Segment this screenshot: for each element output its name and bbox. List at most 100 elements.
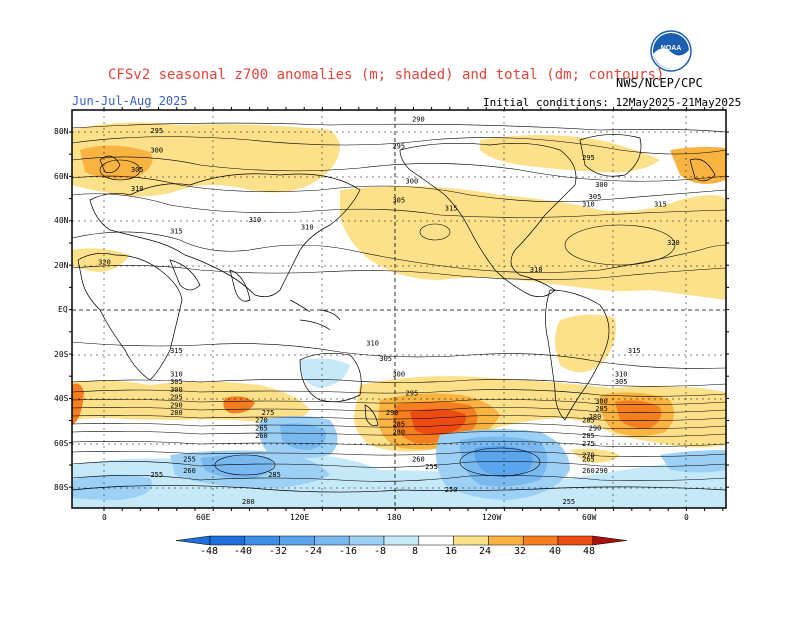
- colorbar-swatch: [522, 535, 559, 546]
- initial-conditions-label: Initial conditions: 12May2025-21May2025: [483, 96, 742, 109]
- contour-label: 305: [379, 355, 392, 363]
- lat-label-80n: 80N: [54, 127, 69, 136]
- contour-label: 280: [589, 413, 602, 421]
- lon-label-0-east: 0: [684, 513, 689, 522]
- lat-label-40s: 40S: [54, 394, 69, 403]
- contour-label: 295: [406, 390, 419, 398]
- contour-label: 300: [595, 397, 608, 405]
- contour-label: 285: [392, 421, 405, 429]
- contour-label: 280: [392, 428, 405, 436]
- contour-label: 275: [582, 440, 595, 448]
- contour-label: 255: [425, 463, 438, 471]
- contour-label: 310: [170, 370, 183, 378]
- colorbar-swatch: [488, 535, 524, 546]
- contour-label: 290: [412, 116, 425, 124]
- colorbar-label: 16: [445, 546, 458, 557]
- contour-label: 295: [582, 154, 595, 162]
- colorbar-label: -32: [269, 546, 288, 557]
- contour-label: 300: [170, 386, 183, 394]
- contour-label: 280: [170, 409, 183, 417]
- contour-label: 295: [150, 127, 163, 135]
- contour-label: 305: [615, 378, 628, 386]
- lon-label-60e: 60E: [196, 513, 211, 522]
- contour-label: 290: [595, 467, 608, 475]
- contour-label: 318: [530, 266, 543, 274]
- contour-label: 315: [654, 201, 667, 209]
- contour-label: 250: [445, 486, 458, 494]
- colorbar: [175, 535, 627, 546]
- contour-labels: 2902953003053103153203103102953003053153…: [98, 116, 680, 506]
- contour-label: 305: [131, 166, 144, 174]
- contour-label: 285: [595, 405, 608, 413]
- contour-label: 255: [183, 455, 196, 463]
- colorbar-swatch: [348, 535, 385, 546]
- colorbar-swatch: [279, 535, 315, 546]
- contour-label: 315: [445, 204, 458, 212]
- noaa-logo-icon: NOAA: [650, 30, 692, 72]
- colorbar-label: 32: [514, 546, 527, 557]
- lat-label-60s: 60S: [54, 439, 69, 448]
- contour-label: 310: [131, 185, 144, 193]
- colorbar-swatch: [244, 535, 280, 546]
- colorbar-arrow-right: [592, 535, 627, 546]
- lon-label-60w: 60W: [582, 513, 597, 522]
- contour-label: 255: [150, 471, 163, 479]
- lon-label-120w: 120W: [482, 513, 502, 522]
- colorbar-swatch: [453, 535, 489, 546]
- contour-label: 295: [170, 394, 183, 402]
- colorbar-label: 40: [549, 546, 562, 557]
- contour-label: 300: [595, 181, 608, 189]
- contour-label: 305: [170, 378, 183, 386]
- negative-anomalies: [72, 358, 726, 508]
- contour-label: 270: [582, 451, 595, 459]
- contour-label: 295: [392, 143, 405, 151]
- season-label: Jun-Jul-Aug 2025: [72, 94, 188, 108]
- contour-label: 260: [183, 467, 196, 475]
- contour-label: 260: [582, 467, 595, 475]
- contour-label: 310: [366, 339, 379, 347]
- contour-label: 290: [589, 424, 602, 432]
- contour-label: 315: [628, 347, 641, 355]
- colorbar-label: 24: [479, 546, 492, 557]
- contour-label: 275: [262, 409, 275, 417]
- colorbar-swatch: [314, 535, 350, 546]
- colorbar-label: -40: [234, 546, 253, 557]
- contour-label: 285: [582, 432, 595, 440]
- contour-label: 310: [301, 224, 314, 232]
- lat-label-20s: 20S: [54, 350, 69, 359]
- colorbar-swatch: [418, 535, 454, 546]
- contour-label: 285: [268, 471, 281, 479]
- contour-label: 260: [255, 432, 268, 440]
- contour-label: 300: [406, 177, 419, 185]
- contour-label: 320: [667, 239, 680, 247]
- colorbar-swatch: [209, 535, 246, 546]
- lat-label-eq: EQ: [58, 305, 68, 314]
- contour-label: 310: [615, 370, 628, 378]
- lat-label-20n: 20N: [54, 261, 69, 270]
- map-title: CFSv2 seasonal z700 anomalies (m; shaded…: [108, 67, 665, 83]
- lat-label-40n: 40N: [54, 216, 69, 225]
- contour-label: 320: [98, 258, 111, 266]
- contour-label: 265: [582, 455, 595, 463]
- lat-label-80s: 80S: [54, 483, 69, 492]
- coastlines: [72, 134, 726, 493]
- contour-label: 310: [249, 216, 262, 224]
- colorbar-label: 8: [412, 546, 419, 557]
- lon-label-0: 0: [102, 513, 107, 522]
- lat-label-60n: 60N: [54, 172, 69, 181]
- colorbar-label: -48: [200, 546, 219, 557]
- contour-label: 290: [386, 409, 399, 417]
- contour-label: 300: [392, 370, 405, 378]
- colorbar-label: -16: [339, 546, 358, 557]
- contour-label: 315: [170, 347, 183, 355]
- colorbar-swatch: [557, 535, 594, 546]
- contour-label: 280: [242, 498, 255, 506]
- colorbar-arrow-left: [175, 535, 211, 546]
- contour-label: 255: [563, 498, 576, 506]
- contour-label: 290: [170, 401, 183, 409]
- height-contours: [72, 122, 726, 482]
- colorbar-label: -8: [374, 546, 387, 557]
- svg-text:NOAA: NOAA: [661, 45, 682, 52]
- contour-label: 260: [412, 455, 425, 463]
- agency-label: NWS/NCEP/CPC: [616, 76, 703, 90]
